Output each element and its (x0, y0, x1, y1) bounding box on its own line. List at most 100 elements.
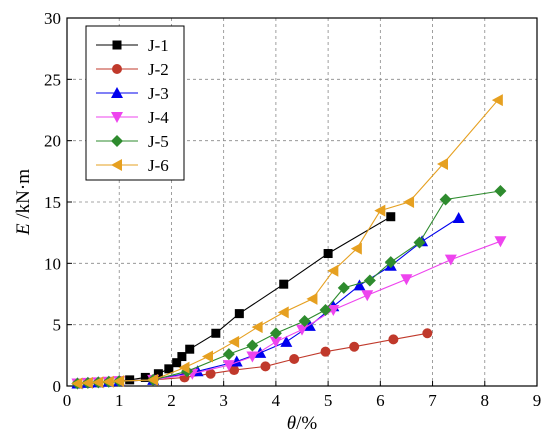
data-point (178, 361, 190, 374)
data-point (386, 212, 396, 222)
data-point (327, 304, 340, 316)
y-tick-label: 0 (53, 377, 62, 396)
data-point (205, 368, 216, 379)
data-point (185, 344, 195, 354)
legend-label: J-2 (148, 60, 169, 79)
data-point (374, 204, 386, 217)
series-j-3 (71, 211, 465, 389)
x-tick-label: 8 (481, 391, 490, 410)
data-point (403, 196, 415, 208)
x-tick-label: 6 (376, 391, 385, 410)
data-point (81, 376, 93, 389)
legend-label: J-3 (148, 84, 169, 103)
legend-entry: J-3 (96, 84, 169, 103)
data-point (234, 309, 244, 319)
y-axis-label: E /kN·m (13, 169, 34, 236)
data-point (222, 360, 235, 372)
x-tick-label: 3 (219, 391, 228, 410)
axis-ticks: 0 1 2 3 4 5 6 7 8 9 0 5 10 15 20 25 30 (44, 9, 541, 410)
data-point (153, 369, 163, 379)
data-point (298, 314, 311, 327)
data-point (164, 364, 174, 374)
data-point (222, 348, 235, 361)
data-point (269, 336, 282, 348)
x-tick-label: 0 (63, 391, 72, 410)
data-point (437, 157, 448, 170)
data-point (289, 354, 300, 365)
data-point (353, 279, 366, 291)
y-axis-unit: /kN·m (13, 169, 34, 224)
data-point (228, 335, 240, 348)
data-point (246, 351, 259, 363)
legend-box (85, 25, 185, 181)
data-point (323, 249, 333, 259)
data-point (452, 211, 465, 223)
x-axis-unit: /% (296, 413, 317, 434)
data-point (246, 339, 259, 352)
legend-entry: J-4 (96, 108, 169, 127)
legend-marker (111, 159, 122, 171)
data-point (269, 327, 282, 340)
data-point (172, 358, 182, 368)
y-tick-label: 5 (53, 316, 62, 335)
series-j-4 (71, 236, 507, 390)
data-point (113, 375, 125, 388)
legend-entry: J-1 (96, 36, 169, 55)
series-line (77, 240, 501, 385)
x-tick-label: 9 (533, 391, 542, 410)
y-tick-label: 10 (44, 254, 61, 273)
legend-marker (112, 64, 122, 74)
data-point (400, 274, 413, 286)
legend-entry: J-2 (96, 60, 169, 79)
legend-entry: J-6 (96, 156, 169, 175)
legend-marker (111, 112, 123, 123)
x-tick-label: 1 (115, 391, 124, 410)
data-point (251, 321, 263, 334)
data-point (327, 264, 339, 277)
data-point (422, 328, 433, 339)
data-point (92, 376, 104, 389)
data-point (280, 335, 293, 347)
data-point (296, 324, 308, 336)
x-axis-label: θ/% (287, 413, 318, 434)
y-tick-label: 25 (44, 70, 61, 89)
x-tick-label: 7 (428, 391, 437, 410)
legend-marker (111, 87, 123, 98)
data-point (229, 365, 240, 376)
data-point (413, 236, 426, 249)
y-axis-variable: E (13, 223, 34, 236)
data-point (388, 334, 399, 345)
y-tick-label: 20 (44, 132, 61, 151)
x-tick-label: 2 (167, 391, 176, 410)
data-point (491, 94, 503, 107)
data-point (320, 346, 331, 357)
data-point (125, 375, 135, 385)
series-line (77, 190, 501, 385)
data-point (71, 377, 83, 390)
data-point (349, 341, 360, 352)
series-j-6 (71, 94, 503, 390)
data-point (277, 306, 289, 319)
data-point (350, 242, 362, 255)
data-point (177, 352, 187, 362)
series-line (77, 217, 459, 385)
data-point (260, 361, 271, 372)
data-point (211, 328, 221, 338)
legend-label: J-6 (148, 156, 169, 175)
data-point (147, 373, 159, 386)
legend-label: J-4 (148, 108, 169, 127)
legend-label: J-1 (148, 36, 169, 55)
x-tick-label: 5 (324, 391, 333, 410)
data-point (303, 319, 316, 331)
legend: J-1 J-2 J-3 J-4 J-5 J-6 (85, 25, 185, 181)
x-axis-variable: θ (287, 413, 296, 434)
data-point (494, 184, 507, 197)
data-point (306, 292, 318, 305)
series-group (71, 94, 507, 390)
legend-marker (112, 40, 122, 50)
data-point (202, 350, 213, 363)
y-tick-label: 15 (44, 193, 61, 212)
data-point (254, 346, 267, 358)
data-point (140, 372, 150, 382)
